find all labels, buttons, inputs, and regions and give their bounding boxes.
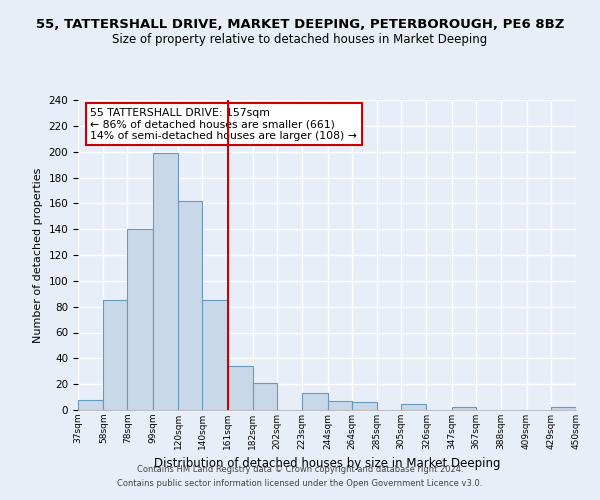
Bar [153, 153, 178, 410]
Text: Contains HM Land Registry data © Crown copyright and database right 2024.: Contains HM Land Registry data © Crown c… [137, 466, 463, 474]
Bar [127, 229, 153, 410]
Text: Size of property relative to detached houses in Market Deeping: Size of property relative to detached ho… [112, 32, 488, 46]
Bar [302, 393, 328, 410]
Bar [352, 402, 377, 410]
Text: Contains public sector information licensed under the Open Government Licence v3: Contains public sector information licen… [118, 479, 482, 488]
Bar [551, 408, 576, 410]
Y-axis label: Number of detached properties: Number of detached properties [33, 168, 43, 342]
Bar [452, 408, 476, 410]
Bar [253, 383, 277, 410]
Bar [401, 404, 427, 410]
Bar [202, 300, 227, 410]
X-axis label: Distribution of detached houses by size in Market Deeping: Distribution of detached houses by size … [154, 458, 500, 470]
Bar [227, 366, 253, 410]
Bar [178, 200, 202, 410]
Bar [78, 400, 103, 410]
Bar [103, 300, 127, 410]
Text: 55, TATTERSHALL DRIVE, MARKET DEEPING, PETERBOROUGH, PE6 8BZ: 55, TATTERSHALL DRIVE, MARKET DEEPING, P… [36, 18, 564, 30]
Text: 55 TATTERSHALL DRIVE: 157sqm
← 86% of detached houses are smaller (661)
14% of s: 55 TATTERSHALL DRIVE: 157sqm ← 86% of de… [91, 108, 358, 141]
Bar [328, 401, 352, 410]
